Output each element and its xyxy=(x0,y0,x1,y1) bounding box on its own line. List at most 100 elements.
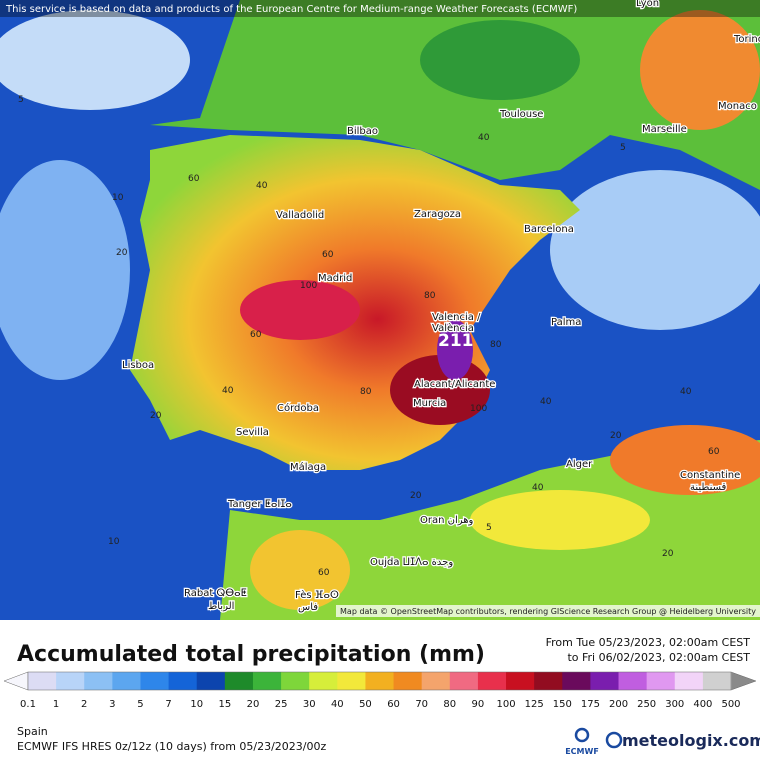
city: Valladolid xyxy=(276,210,324,221)
legend-swatch xyxy=(590,672,620,690)
legend-label: 100 xyxy=(496,699,515,710)
legend-swatch xyxy=(562,672,591,690)
legend-label: 50 xyxy=(359,699,372,710)
legend-label: 300 xyxy=(665,699,684,710)
legend-label: 90 xyxy=(472,699,485,710)
city: Oran وهران xyxy=(420,515,474,526)
city: Sevilla xyxy=(236,427,269,438)
legend-label: 20 xyxy=(247,699,260,710)
city: Constantine xyxy=(680,470,740,481)
legend-label: 400 xyxy=(693,699,712,710)
region: Spain xyxy=(17,725,48,738)
city: Barcelona xyxy=(524,224,574,235)
colorbar-frame xyxy=(27,671,732,691)
contour-label: 20 xyxy=(150,411,162,421)
city: Oujda ⵡⵊⴷⴰ وجدة xyxy=(370,557,453,568)
contour-label: 20 xyxy=(116,248,128,258)
legend-swatch xyxy=(309,672,338,690)
legend-label: 250 xyxy=(637,699,656,710)
max-value: 211 xyxy=(438,331,474,351)
ecmwf-logo xyxy=(574,727,590,743)
period: to Fri 06/02/2023, 02:00am CEST xyxy=(567,651,750,664)
brand[interactable]: meteologix.com xyxy=(622,731,760,750)
city: Córdoba xyxy=(277,402,319,414)
contour-label: 80 xyxy=(490,340,502,350)
contour-label: 20 xyxy=(662,549,674,559)
legend-swatch xyxy=(56,672,85,690)
legend-swatch xyxy=(196,672,226,690)
legend-label: 70 xyxy=(415,699,428,710)
map: This service is based on data and produc… xyxy=(0,0,760,620)
city: Alger xyxy=(566,459,593,470)
city: Rabat ⵕⴱⴰⵟ xyxy=(184,588,247,599)
legend-swatch xyxy=(281,672,310,690)
legend-swatch xyxy=(534,672,563,690)
legend-label: 5 xyxy=(137,699,143,710)
legend-swatch xyxy=(224,672,254,690)
legend-title: Accumulated total precipitation (mm) xyxy=(17,642,485,667)
contour-label: 10 xyxy=(108,537,120,547)
city: Bilbao xyxy=(347,126,378,137)
legend-swatch xyxy=(28,672,57,690)
legend-label: 150 xyxy=(553,699,572,710)
city: Marseille xyxy=(642,124,687,135)
contour-label: 60 xyxy=(188,174,200,184)
legend-label: 1 xyxy=(53,699,59,710)
legend-swatch xyxy=(112,672,141,690)
legend-swatch xyxy=(140,672,170,690)
city: Madrid xyxy=(318,273,352,284)
contour-label: 5 xyxy=(620,143,626,153)
model: ECMWF IFS HRES 0z/12z (10 days) from 05/… xyxy=(17,740,327,753)
contour-label: 5 xyxy=(18,95,24,105)
attribution: Map data © OpenStreetMap contributors, r… xyxy=(340,607,756,616)
contour-label: 40 xyxy=(222,386,234,396)
legend-swatch xyxy=(618,672,648,690)
city: Toulouse xyxy=(499,109,543,120)
period: From Tue 05/23/2023, 02:00am CEST xyxy=(546,636,751,649)
city: قسنطينة xyxy=(690,482,727,493)
city: Alacant/Alicante xyxy=(414,379,495,390)
legend-swatch xyxy=(168,672,198,690)
legend-label: 7 xyxy=(165,699,171,710)
contour-label: 100 xyxy=(470,404,487,414)
contour-label: 40 xyxy=(256,181,268,191)
colorbar: 0.1 1 2 3 5 7 10 15 20 25 30 40 50 60 70 80 90 100 125 150 1… xyxy=(3,671,757,710)
legend-swatch xyxy=(702,672,732,690)
legend-label: 15 xyxy=(218,699,231,710)
legend-label: 10 xyxy=(190,699,203,710)
legend-label: 2 xyxy=(81,699,87,710)
legend-label: 500 xyxy=(721,699,740,710)
contour-label: 60 xyxy=(322,250,334,260)
city: Lyon xyxy=(636,0,659,9)
contour-label: 20 xyxy=(410,491,422,501)
city: València xyxy=(432,322,474,334)
city: Palma xyxy=(551,317,581,328)
ecmwf: ECMWF xyxy=(565,747,599,756)
city: Málaga xyxy=(290,461,326,473)
contour-label: 80 xyxy=(424,291,436,301)
city: Murcia xyxy=(413,398,446,409)
legend-swatch xyxy=(365,672,395,690)
city: Tanger ⵟⴰⵏⵊⴰ xyxy=(227,499,292,510)
contour-label: 20 xyxy=(610,431,622,441)
contour-label: 5 xyxy=(486,523,492,533)
contour-label: 40 xyxy=(540,397,552,407)
contour-label: 60 xyxy=(318,568,330,578)
legend-label: 80 xyxy=(443,699,456,710)
contour-label: 60 xyxy=(250,330,262,340)
legend-swatch xyxy=(674,672,704,690)
legend-swatch xyxy=(477,672,507,690)
legend-label: 3 xyxy=(109,699,115,710)
legend-swatch xyxy=(646,672,676,690)
legend-swatch xyxy=(252,672,282,690)
legend-swatch xyxy=(421,672,451,690)
city: فاس xyxy=(298,602,318,613)
legend-swatch xyxy=(84,672,113,690)
contour-label: 40 xyxy=(532,483,544,493)
contour-label: 80 xyxy=(360,387,372,397)
legend-label: 60 xyxy=(387,699,400,710)
city: Valencia / xyxy=(432,312,481,323)
brand-logo xyxy=(605,731,623,749)
legend-label: 25 xyxy=(275,699,288,710)
